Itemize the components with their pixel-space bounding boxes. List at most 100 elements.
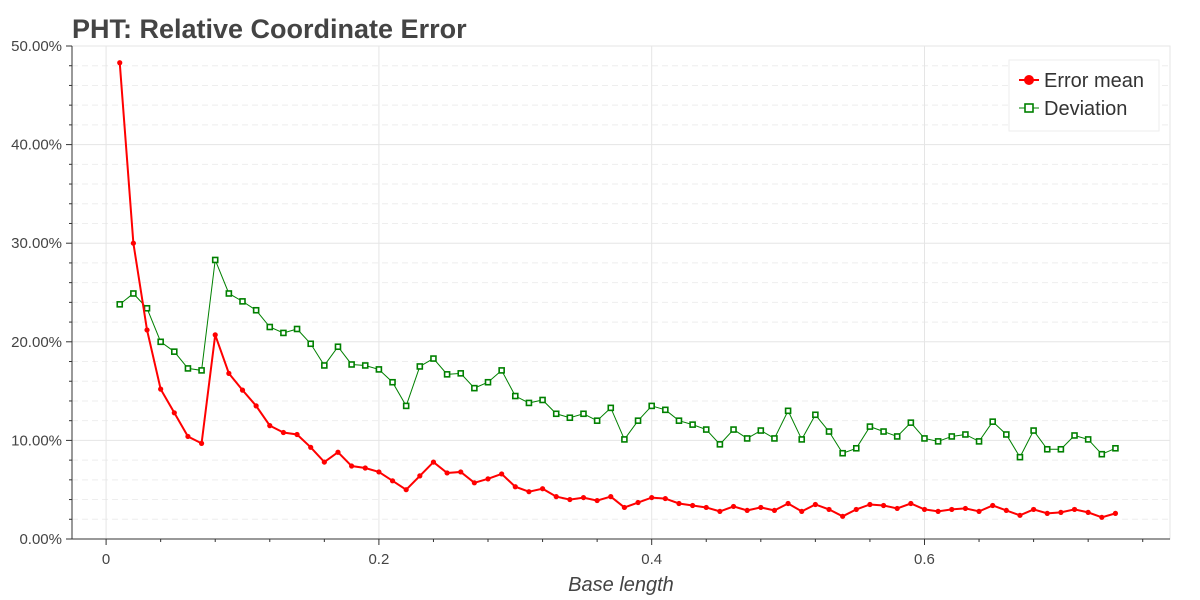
- data-point: [170, 348, 178, 355]
- data-point: [1099, 514, 1105, 520]
- data-point: [485, 476, 491, 482]
- data-point: [703, 504, 709, 511]
- data-point: [444, 470, 450, 476]
- y-tick-label: 10.00%: [11, 432, 62, 449]
- data-point: [511, 392, 519, 400]
- data-point: [1031, 506, 1037, 513]
- x-tick-label: 0.6: [914, 551, 935, 568]
- data-point: [635, 499, 641, 506]
- data-point: [239, 298, 246, 305]
- data-point: [866, 423, 874, 430]
- data-point: [144, 327, 150, 333]
- data-point: [184, 365, 192, 372]
- data-point: [457, 370, 465, 377]
- data-point: [252, 306, 260, 314]
- legend: Error mean Deviation: [1008, 59, 1160, 132]
- data-point: [580, 410, 587, 418]
- data-point: [934, 438, 942, 445]
- legend-items: Error mean Deviation: [1019, 70, 1144, 120]
- data-point: [607, 404, 615, 412]
- data-point: [907, 419, 915, 426]
- data-point: [826, 506, 832, 513]
- data-point: [539, 396, 546, 404]
- data-point: [990, 502, 996, 509]
- data-point: [321, 459, 327, 465]
- data-point: [880, 502, 887, 509]
- series: [116, 60, 1119, 520]
- data-point: [580, 494, 587, 501]
- data-point: [702, 426, 710, 433]
- data-point: [321, 362, 328, 369]
- y-tick-label: 0.00%: [19, 531, 62, 548]
- data-point: [785, 500, 791, 507]
- data-point: [648, 402, 655, 410]
- data-point: [348, 361, 355, 368]
- data-point: [1016, 453, 1024, 461]
- data-point: [1085, 509, 1091, 515]
- data-point: [743, 435, 751, 442]
- data-point: [1071, 506, 1078, 513]
- data-point: [867, 501, 873, 508]
- data-point: [293, 325, 301, 333]
- data-point: [499, 471, 505, 477]
- data-point: [211, 256, 219, 264]
- data-point: [266, 323, 274, 331]
- data-point: [157, 338, 164, 346]
- legend-item-deviation: Deviation: [1019, 98, 1127, 120]
- data-point: [921, 435, 928, 442]
- data-point: [662, 495, 668, 502]
- chart-title: PHT: Relative Coordinate Error: [72, 14, 467, 44]
- data-point: [893, 433, 901, 440]
- y-tick-label: 30.00%: [11, 235, 62, 252]
- data-point: [812, 411, 819, 419]
- data-point: [307, 340, 314, 348]
- y-tick-label: 20.00%: [11, 334, 62, 351]
- data-point: [962, 505, 969, 512]
- axes: [71, 46, 1170, 540]
- data-point: [717, 508, 723, 514]
- data-point: [280, 329, 287, 337]
- data-point: [389, 478, 396, 484]
- data-point: [634, 417, 642, 424]
- data-point: [526, 489, 532, 495]
- data-point: [757, 427, 765, 434]
- data-point: [976, 508, 982, 514]
- data-point: [443, 371, 451, 378]
- data-point: [471, 480, 477, 486]
- data-point: [921, 506, 928, 513]
- data-point: [716, 441, 724, 448]
- data-point: [975, 438, 983, 445]
- data-point: [253, 403, 259, 409]
- data-point: [416, 363, 424, 370]
- data-point: [799, 508, 805, 514]
- data-point: [471, 384, 478, 392]
- y-tick-label: 50.00%: [11, 38, 62, 55]
- data-point: [498, 367, 505, 374]
- data-point: [130, 290, 137, 297]
- data-point: [839, 449, 846, 457]
- data-point: [730, 503, 737, 510]
- data-point: [1044, 510, 1050, 516]
- data-point: [198, 367, 205, 374]
- data-point: [198, 440, 205, 446]
- data-point: [1003, 431, 1010, 438]
- data-point: [185, 433, 191, 440]
- data-point: [361, 362, 369, 369]
- data-point: [593, 417, 601, 424]
- data-point: [334, 343, 342, 351]
- legend-marker: [1024, 75, 1034, 85]
- data-point: [1112, 444, 1119, 452]
- data-point: [417, 473, 423, 479]
- data-point: [784, 407, 792, 415]
- data-point: [212, 332, 218, 338]
- data-point: [621, 504, 628, 511]
- data-point: [375, 366, 383, 373]
- data-point: [825, 428, 833, 435]
- data-point: [389, 378, 396, 386]
- data-point: [949, 506, 955, 513]
- series-error-mean: [117, 60, 1119, 520]
- data-point: [280, 429, 287, 436]
- data-point: [744, 507, 750, 514]
- data-point: [1112, 510, 1119, 516]
